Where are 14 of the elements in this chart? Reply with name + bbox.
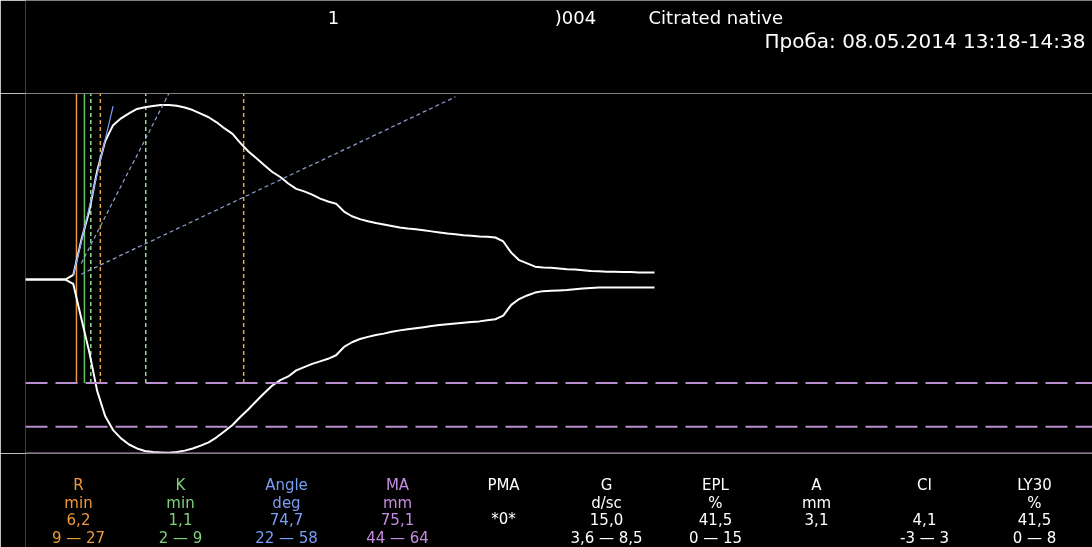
text: Angle deg 74,7 22 — 58 — [255, 475, 318, 547]
text: CI 4,1 -3 — 3 — [899, 475, 950, 547]
text: Citrated native — [648, 7, 784, 28]
text: Проба: 08.05.2014 13:18-14:38 — [764, 28, 1086, 53]
text: MA mm 75,1 44 — 64 — [366, 475, 429, 547]
text: 1 — [327, 7, 340, 28]
text: G d/sc 15,0 3,6 — 8,5 — [570, 475, 643, 547]
text: LY30 % 41,5 0 — 8 — [1012, 475, 1057, 547]
text: R min 6,2 9 — 27 — [51, 475, 106, 547]
text: A mm 3,1 — [801, 475, 832, 529]
text: )004 — [554, 7, 597, 28]
text: PMA *0* — [487, 475, 521, 528]
text: K min 1,1 2 — 9 — [158, 475, 203, 547]
text: EPL % 41,5 0 — 15 — [688, 475, 743, 547]
